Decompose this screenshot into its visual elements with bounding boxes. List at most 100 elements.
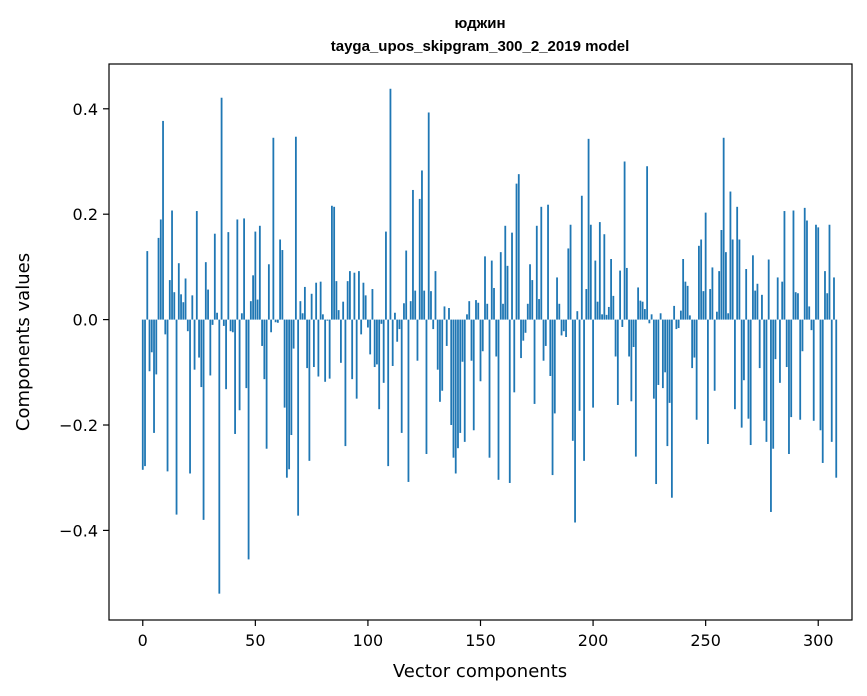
bar-305 (828, 224, 831, 320)
bar-247 (698, 245, 700, 320)
bar-25 (198, 319, 200, 358)
bar-63 (283, 319, 286, 408)
bar-164 (511, 232, 513, 320)
bar-235 (670, 319, 673, 498)
bar-7 (157, 237, 160, 320)
bar-95 (355, 319, 358, 399)
bar-83 (328, 319, 331, 379)
bar-36 (222, 319, 225, 326)
bar-292 (799, 319, 802, 420)
bar-68 (294, 136, 297, 320)
bar-0 (141, 319, 144, 470)
bar-149 (477, 302, 480, 320)
bar-52 (258, 225, 261, 320)
bar-256 (718, 271, 721, 320)
bar-274 (758, 319, 761, 369)
y-tick-label-3: 0.2 (73, 205, 98, 224)
bar-45 (243, 218, 245, 320)
bar-299 (815, 224, 817, 320)
x-tick-label-250: 250 (690, 631, 721, 650)
bar-57 (270, 319, 273, 333)
bar-234 (668, 319, 671, 403)
bar-117 (405, 250, 408, 320)
bar-199 (589, 224, 592, 320)
bar-27 (202, 319, 205, 520)
bar-154 (488, 319, 491, 458)
bar-10 (164, 319, 167, 335)
bar-69 (297, 319, 300, 516)
bar-294 (803, 207, 806, 320)
bar-105 (378, 319, 381, 410)
bar-233 (666, 319, 669, 447)
bar-174 (533, 319, 536, 404)
x-tick-label-100: 100 (353, 631, 384, 650)
bar-198 (587, 138, 590, 320)
bar-161 (504, 225, 507, 320)
bar-119 (409, 301, 412, 320)
bar-113 (396, 319, 399, 342)
bar-70 (299, 301, 302, 320)
bar-73 (306, 319, 309, 369)
bar-81 (324, 319, 327, 382)
bar-37 (225, 319, 227, 390)
bar-186 (560, 319, 563, 336)
bar-46 (245, 319, 248, 389)
bar-171 (526, 303, 529, 320)
bar-109 (387, 319, 390, 467)
y-axis-label: Components values (13, 253, 34, 431)
bar-276 (763, 319, 766, 421)
bar-308 (835, 319, 838, 478)
bar-118 (407, 319, 410, 482)
bar-167 (517, 174, 520, 320)
bar-78 (317, 319, 320, 377)
bar-187 (562, 319, 565, 332)
bar-96 (358, 271, 360, 320)
bar-195 (580, 195, 583, 320)
chart-title-line1: юджин (454, 15, 505, 32)
x-axis: 0 50 100 150 200 250 300 (138, 620, 834, 650)
bar-151 (481, 319, 484, 352)
bar-24 (195, 211, 198, 320)
bar-213 (621, 319, 624, 327)
bar-75 (310, 293, 313, 320)
bar-150 (479, 319, 482, 382)
bar-87 (337, 310, 340, 320)
bar-89 (342, 301, 345, 320)
bar-216 (628, 319, 630, 357)
bar-18 (182, 302, 185, 320)
bar-240 (682, 259, 685, 320)
bar-237 (675, 319, 678, 330)
bar-279 (770, 319, 772, 512)
bar-222 (641, 301, 644, 320)
bar-88 (340, 319, 342, 363)
bar-82 (326, 319, 329, 321)
bar-50 (254, 231, 257, 320)
bar-136 (448, 308, 450, 320)
bar-103 (373, 319, 376, 368)
bar-278 (767, 259, 770, 320)
bar-293 (801, 319, 804, 352)
bar-259 (725, 252, 727, 320)
bar-251 (707, 319, 709, 444)
bar-275 (761, 294, 763, 320)
bar-249 (702, 291, 705, 320)
bar-159 (499, 252, 502, 320)
bar-180 (547, 204, 549, 320)
bar-157 (495, 319, 498, 357)
bar-85 (333, 206, 336, 320)
bar-178 (542, 319, 545, 361)
y-axis: −0.4 −0.2 0.0 0.2 0.4 (59, 100, 109, 540)
bar-61 (279, 239, 282, 320)
bar-120 (412, 189, 414, 320)
bar-209 (612, 295, 615, 320)
bar-229 (657, 319, 660, 385)
bar-12 (168, 280, 171, 320)
bar-104 (376, 319, 378, 365)
bar-219 (634, 319, 637, 457)
bar-31 (211, 319, 214, 325)
bar-270 (749, 319, 752, 446)
bar-244 (691, 319, 694, 369)
bar-79 (319, 281, 322, 320)
bar-267 (743, 319, 745, 381)
bar-125 (423, 290, 426, 320)
